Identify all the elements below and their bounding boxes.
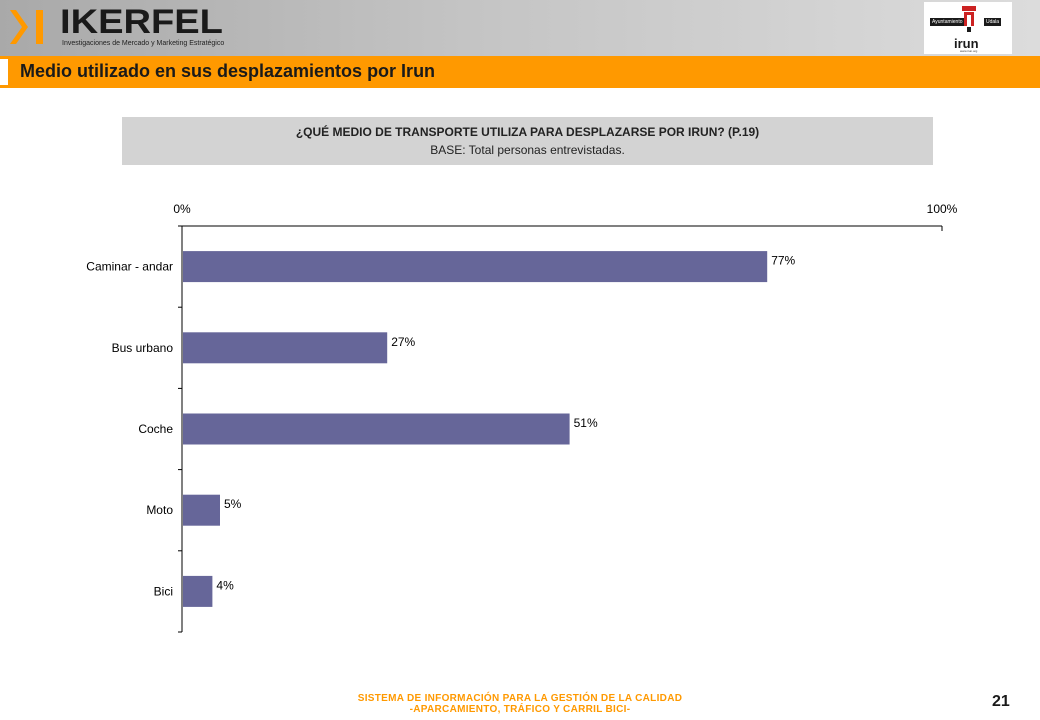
brand-name: IKERFEL — [60, 3, 223, 41]
data-label: 5% — [224, 497, 242, 511]
page-number: 21 — [992, 693, 1010, 710]
category-label: Caminar - andar — [86, 260, 173, 274]
category-label: Coche — [138, 422, 173, 436]
bar — [183, 494, 220, 526]
footer-line-1: SISTEMA DE INFORMACIÓN PARA LA GESTIÓN D… — [357, 693, 683, 704]
page-title: Medio utilizado en sus desplazamientos p… — [20, 61, 436, 81]
city-logo-url: www.irun.org — [960, 49, 978, 53]
x-tick-label: 100% — [927, 202, 958, 216]
irun-city-logo: Ayuntamiento Udala irun www.irun.org — [924, 2, 1012, 54]
category-label: Bici — [154, 584, 173, 598]
data-label: 27% — [391, 335, 415, 349]
bar — [183, 332, 388, 364]
footer-line-2: -APARCAMIENTO, TRÁFICO Y CARRIL BICI- — [409, 704, 631, 715]
city-logo-name: irun — [954, 36, 979, 51]
title-bar: Medio utilizado en sus desplazamientos p… — [0, 56, 1040, 88]
header-bar: IKERFEL Investigaciones de Mercado y Mar… — [0, 0, 1040, 56]
x-tick-label: 0% — [173, 202, 191, 216]
category-label: Bus urbano — [112, 341, 174, 355]
category-label: Moto — [146, 503, 173, 517]
title-bar-strip — [0, 59, 8, 85]
question-text: ¿QUÉ MEDIO DE TRANSPORTE UTILIZA PARA DE… — [295, 125, 760, 139]
bar — [183, 251, 768, 283]
city-logo-tag-left: Ayuntamiento — [930, 18, 965, 26]
data-label: 4% — [216, 578, 234, 592]
brand-tagline: Investigaciones de Mercado y Marketing E… — [62, 40, 225, 47]
question-box: ¿QUÉ MEDIO DE TRANSPORTE UTILIZA PARA DE… — [122, 117, 933, 165]
base-text: BASE: Total personas entrevistadas. — [430, 143, 625, 157]
data-label: 77% — [771, 254, 795, 268]
bar — [183, 413, 570, 445]
footer: SISTEMA DE INFORMACIÓN PARA LA GESTIÓN D… — [290, 693, 750, 715]
city-crest-icon — [962, 6, 976, 32]
ikerfel-logo-icon — [10, 10, 43, 44]
data-label: 51% — [574, 416, 598, 430]
bar — [183, 575, 213, 607]
city-logo-tag-right: Udala — [984, 18, 1002, 26]
